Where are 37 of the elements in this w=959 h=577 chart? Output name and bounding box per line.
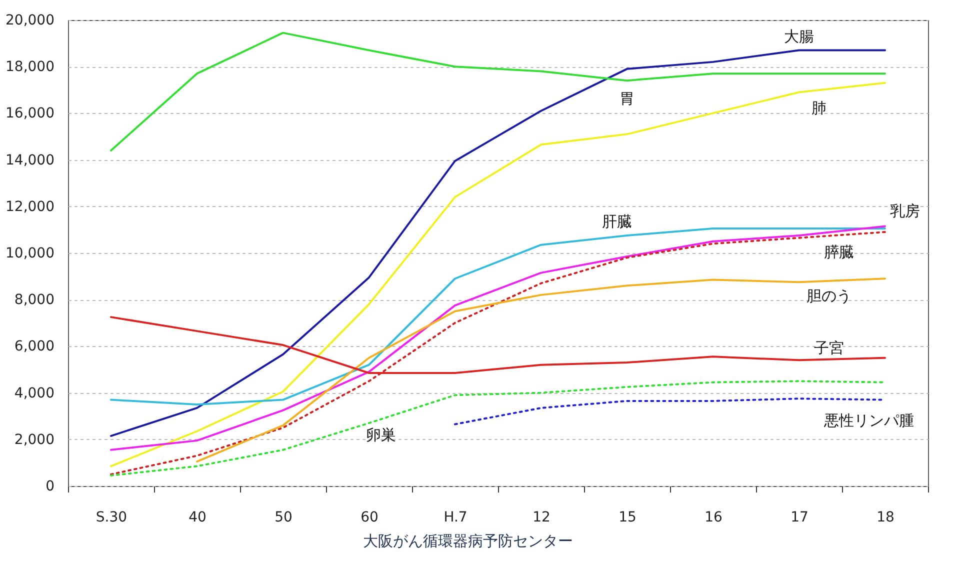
y-tick-label: 0 — [46, 478, 54, 494]
y-tick-label: 12,000 — [6, 198, 54, 215]
line-series — [110, 380, 886, 477]
x-tick-label: 17 — [790, 510, 808, 526]
y-tick-label: 4,000 — [14, 385, 54, 402]
x-tick-label: 40 — [188, 510, 206, 526]
x-tick-label: 50 — [274, 510, 292, 526]
series-label: 悪性リンパ腫 — [823, 412, 914, 430]
x-tick-label: 12 — [532, 510, 550, 526]
series-label: 肝臓 — [602, 212, 632, 231]
line-series — [110, 316, 886, 374]
series-label: 膵臓 — [824, 242, 854, 261]
y-tick-label: 14,000 — [6, 152, 54, 168]
x-tick-label: 60 — [360, 510, 378, 526]
x-tick-label: S.30 — [96, 510, 128, 526]
series-label: 子宮 — [814, 339, 844, 358]
line-series — [110, 228, 886, 406]
series-label: 乳房 — [890, 202, 920, 220]
y-tick-label: 18,000 — [6, 59, 54, 76]
line-series — [196, 278, 886, 463]
series-label: 胆のう — [806, 287, 852, 306]
x-tick-label: 15 — [618, 510, 636, 526]
series-label: 卵巣 — [366, 426, 396, 444]
y-tick-label: 8,000 — [14, 292, 54, 308]
series-label: 大腸 — [784, 27, 814, 46]
x-tick-label: 18 — [876, 510, 894, 526]
y-tick-label: 16,000 — [6, 106, 54, 122]
series-label: 肺 — [812, 99, 826, 118]
y-tick-label: 6,000 — [14, 338, 54, 355]
y-tick-label: 2,000 — [14, 432, 54, 448]
x-tick-label: H.7 — [444, 510, 468, 526]
series-label: 胃 — [620, 90, 634, 108]
line-series — [110, 82, 886, 468]
y-tick-label: 20,000 — [6, 12, 54, 28]
y-tick-label: 10,000 — [6, 246, 54, 262]
x-tick-label: 16 — [704, 510, 722, 526]
text: 大阪がん循環器病予防センター — [363, 532, 573, 550]
